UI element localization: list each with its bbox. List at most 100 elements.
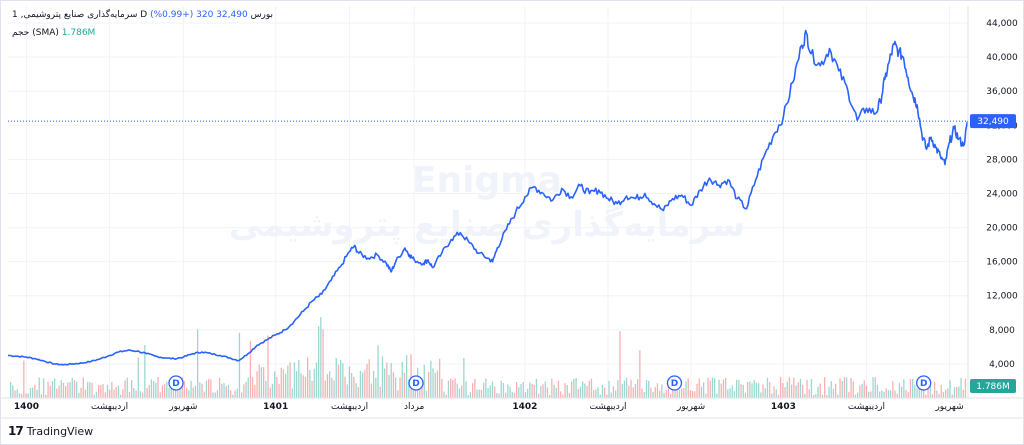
volume-bar (234, 390, 236, 398)
volume-bar (502, 383, 505, 398)
volume-bar (628, 385, 630, 398)
volume-bar (511, 392, 513, 398)
volume-bar (313, 368, 315, 398)
volume-bar (186, 387, 188, 398)
volume-bar (194, 385, 197, 398)
legend-symbol-row[interactable]: سرمایه‌گذاری صنایع پتروشیمی, 1 D بورس 32… (12, 10, 274, 20)
volume-bar (865, 385, 868, 398)
volume-bar (731, 385, 733, 398)
volume-bar (929, 380, 931, 398)
volume-bar (744, 392, 747, 398)
volume-bar (839, 378, 841, 398)
dividend-marker[interactable]: D (168, 375, 184, 391)
volume-bar (575, 378, 577, 398)
volume-bar (925, 394, 927, 398)
volume-bar (247, 377, 249, 398)
volume-bar (465, 381, 467, 398)
volume-bar (232, 394, 234, 398)
legend-symbol[interactable]: سرمایه‌گذاری صنایع پتروشیمی (23, 10, 138, 20)
x-tick-label: 1401 (263, 402, 288, 412)
volume-bar (95, 391, 98, 398)
volume-bar (153, 381, 155, 398)
legend-exchange: بورس (250, 10, 274, 20)
volume-bar (802, 385, 804, 398)
volume-bar (311, 380, 313, 398)
volume-bar (643, 392, 645, 398)
volume-bar (694, 391, 696, 398)
volume-bar (953, 387, 956, 398)
volume-bar (304, 376, 307, 398)
volume-bar (335, 357, 337, 398)
dividend-marker[interactable]: D (666, 375, 683, 391)
volume-bar (846, 377, 848, 398)
volume-bar (146, 388, 148, 398)
volume-bar (764, 388, 766, 398)
volume-bar (590, 378, 593, 398)
volume-bar (139, 391, 142, 398)
volume-bar (788, 377, 791, 398)
volume-bar (236, 388, 238, 398)
volume-bar (126, 377, 128, 398)
volume-bar (71, 378, 73, 398)
y-tick-label: 36,000 (986, 87, 1018, 97)
volume-bar (340, 359, 342, 398)
volume-bar (573, 378, 575, 398)
volume-bar (498, 393, 500, 398)
volume-bar (364, 370, 366, 398)
volume-bar (34, 384, 36, 398)
volume-bar (549, 395, 551, 398)
volume-bar (302, 375, 304, 398)
volume-bar (439, 358, 441, 398)
volume-bar (276, 376, 278, 398)
volume-bar (742, 384, 744, 398)
volume-bar (584, 383, 586, 398)
volume-bar (450, 378, 452, 398)
volume-bar (355, 383, 357, 398)
volume-bar (410, 354, 412, 398)
volume-bar (267, 335, 269, 398)
volume-bar (274, 371, 276, 398)
volume-bar (155, 382, 157, 398)
dividend-marker[interactable]: D (916, 375, 932, 391)
tradingview-attribution[interactable]: 17 TradingView (8, 424, 93, 438)
legend-volume-row[interactable]: حجم (SMA) 1.786M (12, 28, 95, 38)
volume-bar (725, 378, 727, 398)
volume-bar (175, 387, 177, 398)
x-tick-label: مرداد (404, 402, 424, 412)
volume-bar (346, 384, 348, 398)
volume-bar (533, 384, 535, 398)
volume-bar (454, 378, 456, 398)
volume-bar (868, 391, 870, 398)
volume-bar (903, 379, 905, 398)
volume-bar (513, 393, 516, 398)
tradingview-logo-icon: 17 (8, 424, 24, 438)
volume-bar (672, 385, 674, 398)
volume-bar (223, 383, 225, 398)
volume-bar (821, 394, 824, 398)
volume-bar (331, 377, 333, 398)
volume-bar (843, 377, 846, 398)
volume-bar (219, 377, 221, 398)
legend-volume-name[interactable]: حجم (SMA) (12, 28, 59, 38)
volume-bar (252, 376, 254, 398)
volume-bar (817, 386, 819, 398)
volume-bar (210, 379, 212, 398)
volume-bar (386, 362, 388, 398)
volume-bar (962, 389, 964, 398)
dividend-marker[interactable]: D (408, 375, 424, 391)
watermark-line2: سرمایه‌گذاری صنایع پتروشیمی (229, 205, 745, 245)
volume-bar (571, 381, 573, 398)
volume-bar (254, 384, 256, 398)
volume-bar (905, 389, 907, 398)
volume-bar (60, 380, 62, 398)
volume-bar (384, 368, 386, 398)
volume-bar (476, 389, 478, 398)
volume-bar (353, 376, 355, 398)
volume-bar (601, 385, 604, 398)
y-tick-label: 16,000 (986, 258, 1018, 268)
volume-bar (137, 357, 139, 398)
volume-bar (529, 382, 531, 398)
volume-bar (188, 390, 190, 398)
volume-bar (496, 393, 498, 398)
